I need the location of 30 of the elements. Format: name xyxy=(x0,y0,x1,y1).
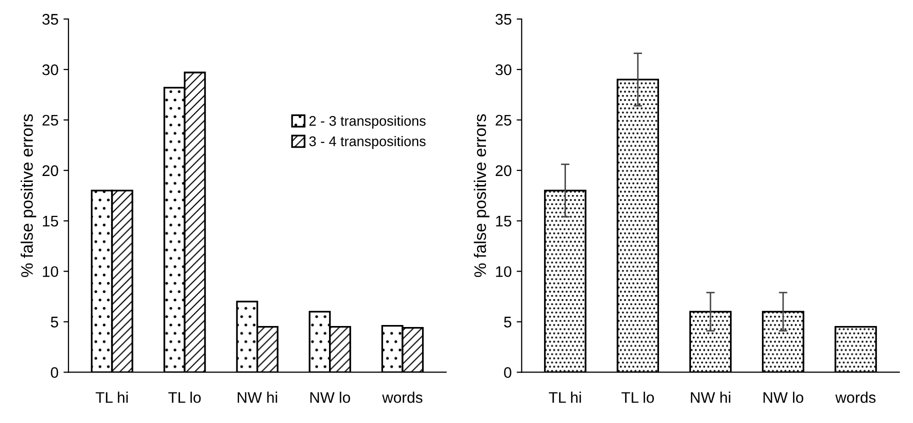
y-tick-label: 25 xyxy=(496,114,512,126)
x-tick-label: TL lo xyxy=(168,392,201,403)
y-tick-label: 20 xyxy=(42,165,58,176)
x-tick-label: NW lo xyxy=(764,392,804,403)
y-tick-label: 15 xyxy=(496,216,512,227)
y-tick-label: 25 xyxy=(42,114,58,126)
x-tick-label: TL hi xyxy=(96,392,128,403)
legend-label: 3 - 4 transpositions xyxy=(309,136,426,149)
y-axis-title: % false positive errors xyxy=(474,114,490,278)
x-tick-label: words xyxy=(382,392,422,403)
y-tick-label: 10 xyxy=(496,266,512,278)
y-tick-label: 0 xyxy=(50,367,58,378)
y-tick-label: 30 xyxy=(42,64,58,76)
legend-label: 2 - 3 transpositions xyxy=(309,116,426,129)
y-tick-label: 20 xyxy=(496,165,512,176)
y-tick-label: 5 xyxy=(504,316,512,328)
x-tick-label: NW hi xyxy=(238,392,278,403)
x-tick-label: NW lo xyxy=(310,392,350,403)
y-tick-label: 35 xyxy=(496,14,512,25)
x-tick-label: TL lo xyxy=(622,392,654,403)
x-tick-label: TL hi xyxy=(548,392,581,403)
y-tick-label: 15 xyxy=(42,216,58,227)
x-tick-label: words xyxy=(835,392,876,403)
y-axis-title: % false positive errors xyxy=(20,114,36,278)
y-tick-label: 35 xyxy=(42,14,58,25)
y-tick-label: 0 xyxy=(504,367,512,378)
y-tick-label: 5 xyxy=(50,316,58,328)
y-tick-label: 30 xyxy=(496,64,512,76)
x-tick-label: NW hi xyxy=(690,392,730,403)
y-tick-label: 10 xyxy=(42,266,58,278)
